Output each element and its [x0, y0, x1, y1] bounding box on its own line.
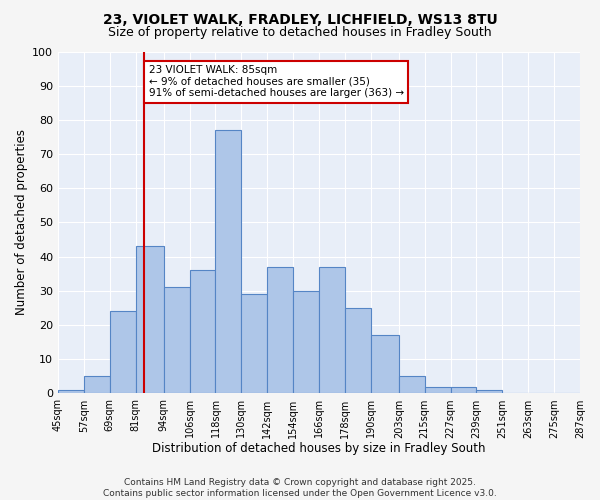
Bar [110, 312, 136, 394]
Bar [136, 246, 164, 394]
Bar [215, 130, 241, 394]
Bar [190, 270, 215, 394]
Bar [267, 267, 293, 394]
Text: 23 VIOLET WALK: 85sqm
← 9% of detached houses are smaller (35)
91% of semi-detac: 23 VIOLET WALK: 85sqm ← 9% of detached h… [149, 65, 404, 98]
Bar [241, 294, 267, 394]
Text: Size of property relative to detached houses in Fradley South: Size of property relative to detached ho… [108, 26, 492, 39]
Bar [293, 291, 319, 394]
Bar [451, 386, 476, 394]
Bar [319, 267, 345, 394]
Bar [476, 390, 502, 394]
Bar [399, 376, 425, 394]
Bar [425, 386, 451, 394]
Bar [164, 288, 190, 394]
Bar [371, 336, 399, 394]
Bar [58, 390, 84, 394]
Y-axis label: Number of detached properties: Number of detached properties [15, 130, 28, 316]
Bar [84, 376, 110, 394]
X-axis label: Distribution of detached houses by size in Fradley South: Distribution of detached houses by size … [152, 442, 486, 455]
Bar [345, 308, 371, 394]
Text: Contains HM Land Registry data © Crown copyright and database right 2025.
Contai: Contains HM Land Registry data © Crown c… [103, 478, 497, 498]
Text: 23, VIOLET WALK, FRADLEY, LICHFIELD, WS13 8TU: 23, VIOLET WALK, FRADLEY, LICHFIELD, WS1… [103, 12, 497, 26]
